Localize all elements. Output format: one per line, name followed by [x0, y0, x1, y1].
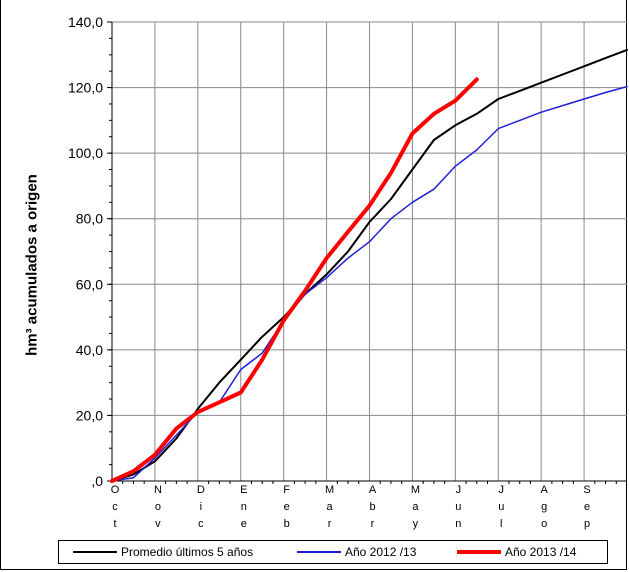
- legend-line-icon: [457, 550, 501, 554]
- legend-label: Año 2013 /14: [505, 545, 577, 559]
- y-tick-label: 60,0: [76, 276, 103, 292]
- y-tick-label: 80,0: [76, 211, 103, 227]
- y-tick-label: 20,0: [76, 407, 103, 423]
- legend-label: Promedio últimos 5 años: [121, 545, 254, 559]
- axes: [107, 21, 627, 484]
- legend-item-2012-13: Año 2012 /13: [297, 545, 416, 559]
- y-tick-label: 40,0: [76, 342, 103, 358]
- line-chart: ,0 20,0 40,0 60,0 80,0 100,0 120,0 140,0 O c t N o v D…: [68, 14, 628, 530]
- legend: Promedio últimos 5 años Año 2012 /13 Año…: [58, 540, 608, 564]
- y-tick-label: 100,0: [68, 145, 103, 161]
- series-line: [110, 77, 479, 483]
- legend-line-icon: [73, 551, 117, 553]
- y-tick-label: 140,0: [68, 14, 103, 30]
- y-tick-label: 120,0: [68, 80, 103, 96]
- legend-line-icon: [297, 551, 341, 553]
- legend-label: Año 2012 /13: [345, 545, 417, 559]
- series-line: [111, 48, 628, 482]
- grid-lines: [112, 21, 627, 481]
- series-lines: [110, 48, 628, 483]
- y-tick-label: ,0: [91, 473, 103, 489]
- legend-item-2013-14: Año 2013 /14: [457, 545, 576, 559]
- y-axis-label: hm³ acumulados a origen: [23, 174, 41, 356]
- tick-labels: ,0 20,0 40,0 60,0 80,0 100,0 120,0 140,0 O c t N o v D…: [68, 14, 591, 530]
- legend-item-promedio: Promedio últimos 5 años: [73, 545, 253, 559]
